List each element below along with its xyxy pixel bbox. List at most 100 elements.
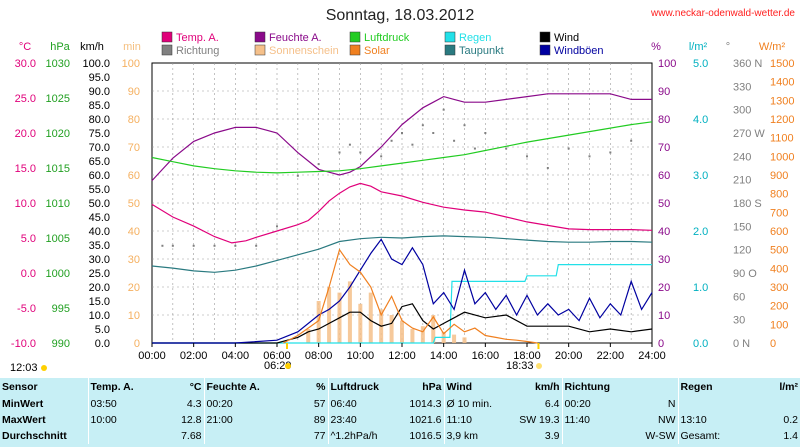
- cell-dir-time: [561, 428, 620, 444]
- cell-dir-time: 00:20: [561, 396, 620, 412]
- pressure-axis-tick-label: 1005: [46, 233, 70, 245]
- cell-wind-a: 11:10: [443, 412, 504, 428]
- direction-dot: [505, 147, 508, 150]
- direction-dot: [432, 132, 435, 134]
- temp-axis-tick-label: 30.0: [15, 58, 36, 70]
- pressure-axis-tick-label: 1015: [46, 163, 70, 175]
- sunshine-bar: [327, 287, 332, 343]
- sun-icon: [41, 365, 47, 371]
- pressure-axis-tick-label: 1030: [46, 58, 70, 70]
- cell-hum: 77: [313, 430, 326, 442]
- legend-swatch: [539, 44, 551, 56]
- x-tick-label: 12:00: [388, 350, 416, 362]
- solar-axis-tick-label: 1300: [770, 95, 794, 107]
- cell-dir: N: [667, 398, 676, 410]
- sun-axis-tick-label: 60: [128, 170, 140, 182]
- summary-row-avg: Durchschnitt 7.68 77 ^1.2hPa/h 1016.5 3,…: [0, 428, 800, 444]
- x-tick-label: 04:00: [222, 350, 250, 362]
- sun-axis-tick-label: 20: [128, 282, 140, 294]
- sunshine-bar: [389, 315, 394, 343]
- wind-axis-tick-label: 10.0: [89, 310, 110, 322]
- website-label: www.neckar-odenwald-wetter.de: [650, 8, 795, 19]
- header-temp: Temp. A.: [87, 378, 148, 396]
- pressure-axis-tick-label: 1020: [46, 128, 70, 140]
- series-line-regen: [152, 264, 652, 344]
- cell-rain-time: [677, 396, 740, 412]
- cell-temp: 4.3: [186, 398, 202, 410]
- wind-axis-tick-label: 75.0: [89, 128, 110, 140]
- header-direction: Richtung: [561, 378, 620, 396]
- cell-press-time: 06:40: [327, 396, 386, 412]
- cell-rain-time: Gesamt:: [677, 428, 740, 444]
- sun-axis-tick-label: 10: [128, 310, 140, 322]
- cell-hum-time: [203, 428, 270, 444]
- solar-axis-tick-label: 0: [770, 338, 776, 350]
- wind-axis-tick-label: 70.0: [89, 142, 110, 154]
- direction-axis-tick-label: 60: [733, 291, 745, 303]
- pressure-axis-tick-label: 990: [52, 338, 70, 350]
- temp-axis-tick-label: 0.0: [21, 268, 36, 280]
- direction-dot: [421, 124, 424, 127]
- sunshine-bar: [462, 337, 467, 343]
- temp-axis-tick-label: 10.0: [15, 198, 36, 210]
- cell-press: 1014.3: [409, 398, 442, 410]
- legend-label: Wind: [554, 32, 579, 44]
- humidity-axis-tick-label: 20: [658, 282, 670, 294]
- row-label: Durchschnitt: [2, 430, 67, 442]
- legend-label: Sonnenschein: [269, 45, 339, 57]
- row-label: MinWert: [2, 398, 44, 410]
- direction-dot: [171, 244, 174, 247]
- direction-dot: [390, 139, 393, 142]
- pressure-axis-tick-label: 1025: [46, 93, 70, 105]
- cell-dir-time: 11:40: [561, 412, 620, 428]
- header-wind: Wind: [443, 378, 504, 396]
- direction-dot: [567, 147, 570, 150]
- direction-axis-tick-label: 270 W: [733, 128, 765, 140]
- sun-axis-tick-label: 70: [128, 142, 140, 154]
- solar-axis-header: W/m²: [759, 41, 786, 53]
- humidity-axis-tick-label: 100: [658, 58, 676, 70]
- temp-axis-tick-label: 15.0: [15, 163, 36, 175]
- summary-row-max: MaxWert 10:00 12.8 21:00 89 23:40 1021.6…: [0, 412, 800, 428]
- direction-dot: [234, 244, 237, 247]
- header-wind-unit: km/h: [534, 381, 560, 393]
- direction-axis-tick-label: 150: [733, 221, 751, 233]
- direction-axis-tick-label: 210: [733, 175, 751, 187]
- cell-dir: NW: [658, 414, 676, 426]
- rain-axis-header: l/m²: [689, 41, 708, 53]
- x-tick-label: 02:00: [180, 350, 208, 362]
- series-line-luftdruck: [151, 121, 653, 174]
- direction-axis-tick-label: 30: [733, 315, 745, 327]
- pressure-axis-header: hPa: [50, 41, 70, 53]
- summary-row-min: MinWert 03:50 4.3 00:20 57 06:40 1014.3 …: [0, 396, 800, 412]
- cell-hum: 57: [313, 398, 326, 410]
- cell-wind-a: 3,9 km: [443, 428, 504, 444]
- direction-dot: [411, 143, 414, 146]
- weather-chart: Sonntag, 18.03.2012 www.neckar-odenwald-…: [10, 7, 795, 374]
- direction-dot: [348, 143, 351, 146]
- direction-dot: [630, 139, 633, 142]
- direction-axis-tick-label: 120: [733, 245, 751, 257]
- cell-rain: [740, 396, 800, 412]
- x-tick-label: 20:00: [555, 350, 583, 362]
- direction-axis-header: °: [726, 41, 730, 53]
- legend-swatch: [161, 31, 173, 43]
- sun-axis-tick-label: 80: [128, 114, 140, 126]
- direction-dot: [380, 155, 383, 158]
- pressure-axis-tick-label: 1010: [46, 198, 70, 210]
- solar-axis-tick-label: 1200: [770, 114, 794, 126]
- direction-axis-tick-label: 180 S: [733, 198, 762, 210]
- axis-headers: °C hPa km/h min% l/m² ° W/m²: [19, 41, 786, 53]
- wind-axis-tick-label: 35.0: [89, 240, 110, 252]
- sunshine-bar: [452, 334, 457, 343]
- solar-axis-tick-label: 200: [770, 301, 788, 313]
- legend-label: Temp. A.: [176, 32, 219, 44]
- rain-axis-tick-label: 4.0: [693, 114, 708, 126]
- x-tick-label: 06:00: [263, 350, 291, 362]
- temp-axis-tick-label: -10.0: [11, 338, 36, 350]
- wind-axis-tick-label: 100.0: [82, 58, 110, 70]
- direction-dot: [401, 132, 403, 134]
- direction-dot: [546, 167, 549, 169]
- legend-swatch: [444, 44, 456, 56]
- header-pressure-unit: hPa: [422, 381, 442, 393]
